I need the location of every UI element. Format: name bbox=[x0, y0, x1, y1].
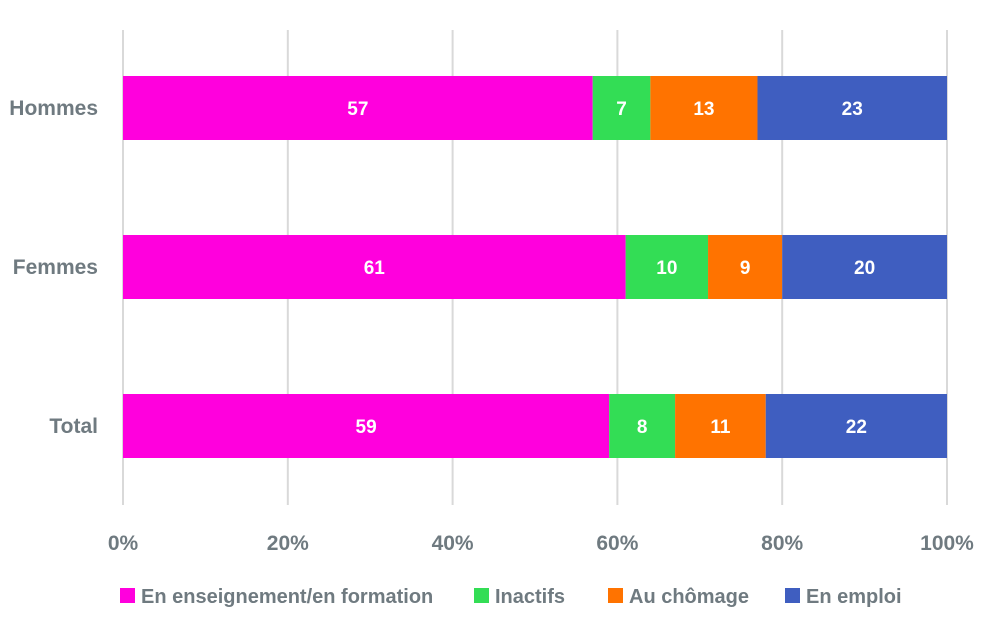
category-label: Hommes bbox=[9, 97, 98, 120]
data-label: 8 bbox=[637, 417, 648, 438]
bar-segment bbox=[650, 76, 758, 140]
bar-segment bbox=[708, 235, 783, 299]
x-tick-label: 60% bbox=[596, 532, 638, 555]
data-label: 59 bbox=[356, 417, 377, 438]
data-label: 20 bbox=[854, 258, 875, 279]
bar-segment bbox=[609, 394, 676, 458]
bar-segment bbox=[123, 235, 626, 299]
data-label: 11 bbox=[710, 417, 731, 438]
legend-label: En enseignement/en formation bbox=[141, 586, 433, 608]
legend-swatch bbox=[608, 588, 623, 603]
x-tick-label: 20% bbox=[267, 532, 309, 555]
category-label: Total bbox=[49, 415, 98, 438]
category-label: Femmes bbox=[13, 256, 98, 279]
legend-swatch bbox=[785, 588, 800, 603]
data-label: 7 bbox=[616, 99, 627, 120]
bar-segment bbox=[123, 394, 610, 458]
data-label: 9 bbox=[740, 258, 751, 279]
legend-label: Inactifs bbox=[495, 586, 565, 608]
data-label: 57 bbox=[347, 99, 368, 120]
x-tick-label: 40% bbox=[432, 532, 474, 555]
legend-swatch bbox=[120, 588, 135, 603]
bar-segment bbox=[675, 394, 766, 458]
legend-label: Au chômage bbox=[629, 586, 749, 608]
data-label: 23 bbox=[842, 99, 863, 120]
x-tick-label: 0% bbox=[108, 532, 139, 555]
data-label: 10 bbox=[656, 258, 677, 279]
bar-segment bbox=[782, 235, 947, 299]
x-tick-label: 100% bbox=[920, 532, 974, 555]
bar-segment bbox=[765, 394, 947, 458]
legend-swatch bbox=[474, 588, 489, 603]
legend-label: En emploi bbox=[806, 586, 902, 608]
bar-segment bbox=[757, 76, 947, 140]
data-label: 22 bbox=[846, 417, 867, 438]
bar-segment bbox=[592, 76, 651, 140]
bar-segment bbox=[123, 76, 593, 140]
data-label: 13 bbox=[693, 99, 714, 120]
bar-segment bbox=[625, 235, 709, 299]
x-tick-label: 80% bbox=[761, 532, 803, 555]
data-label: 61 bbox=[364, 258, 386, 279]
